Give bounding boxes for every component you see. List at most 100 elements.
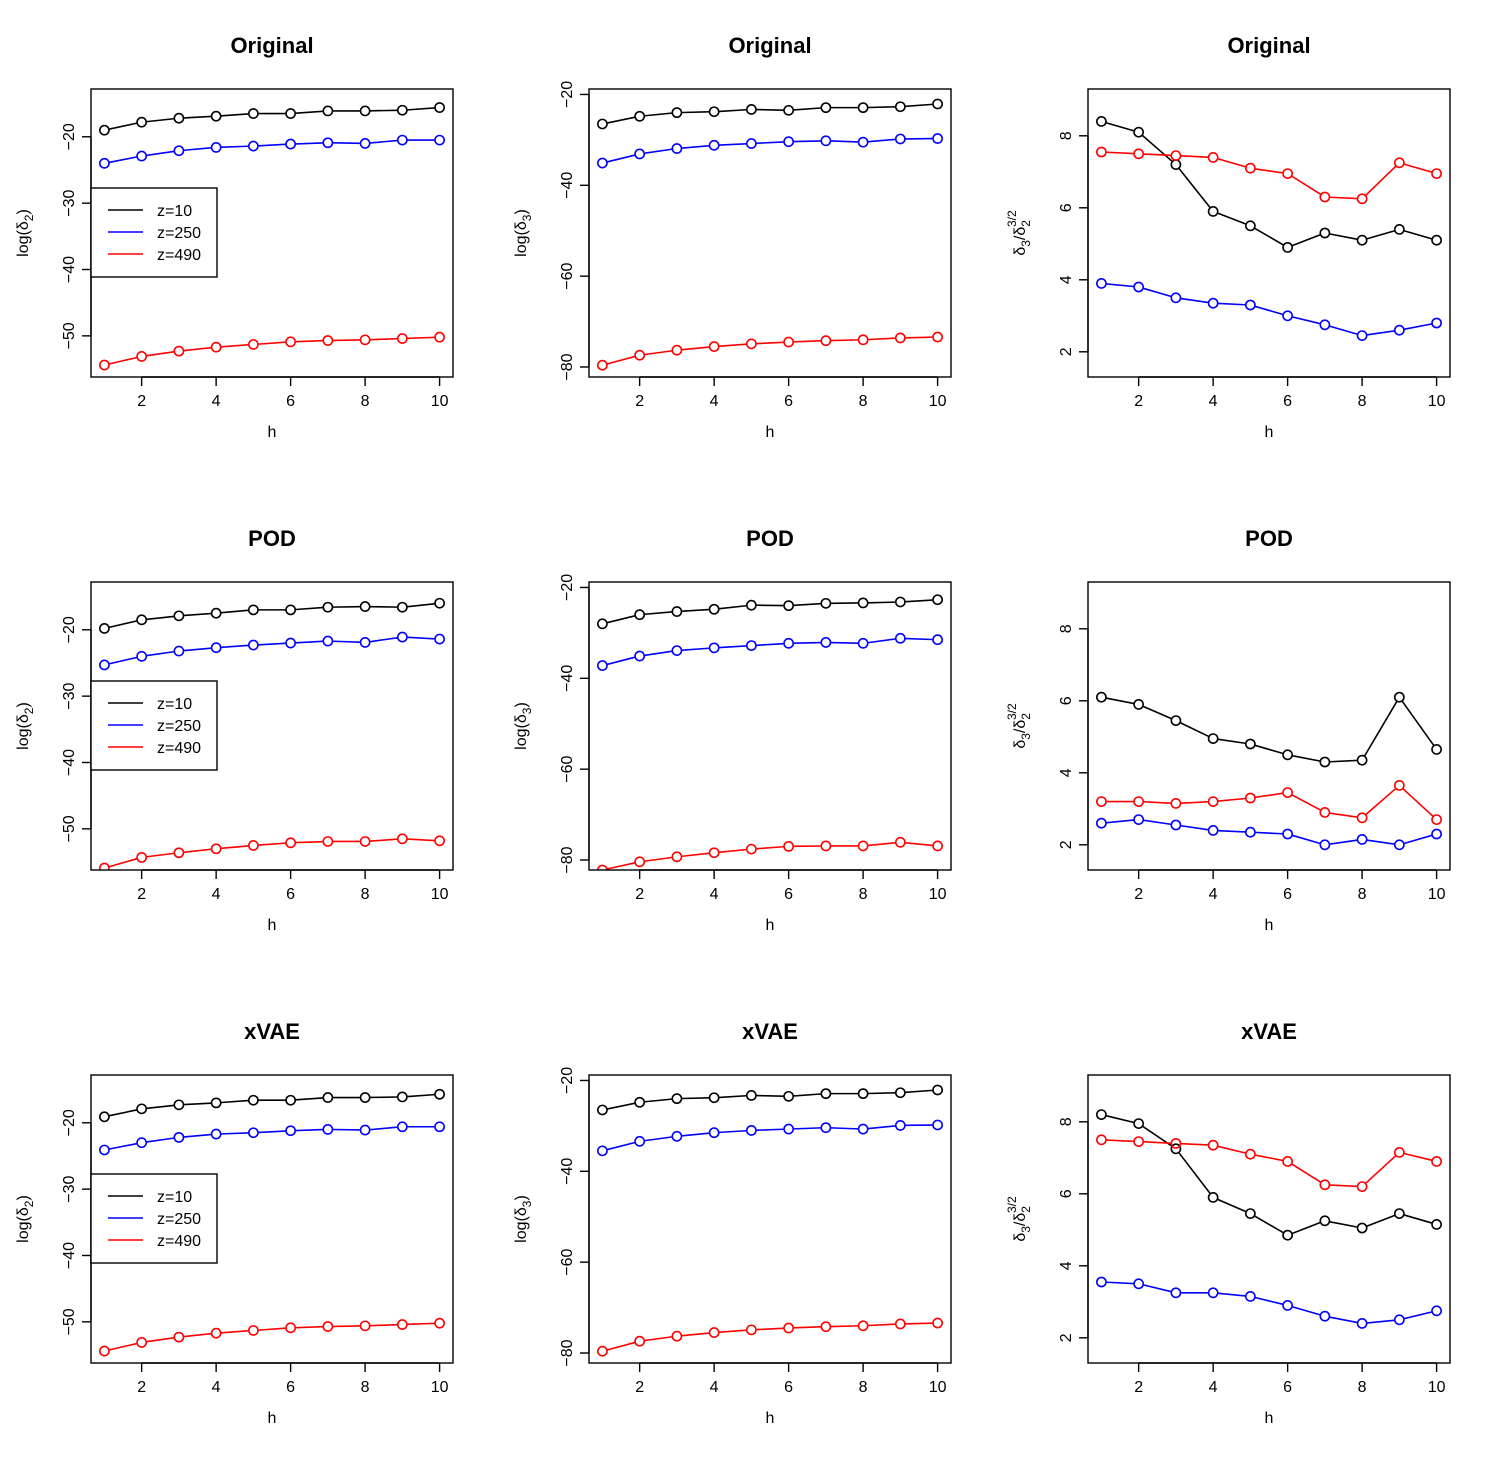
data-point <box>1393 157 1405 169</box>
data-point <box>671 851 683 863</box>
plot-frame <box>588 88 952 378</box>
x-tick-label: 10 <box>431 1379 449 1396</box>
series-segment <box>1404 1214 1432 1224</box>
series-z-10 <box>99 102 445 136</box>
data-point <box>1207 825 1219 836</box>
x-axis-label: h <box>1265 917 1274 934</box>
chart-panel-8: xVAE 2 4 6 8 10 h −80 −60 −40 −20 log(δ3) <box>513 1019 952 1427</box>
series-segment <box>370 637 398 643</box>
data-point <box>671 606 683 617</box>
data-point <box>322 137 334 149</box>
series-segment <box>1404 834 1432 845</box>
series-segment <box>1106 819 1134 824</box>
data-point <box>894 1318 906 1330</box>
data-point <box>1282 168 1294 179</box>
data-point <box>99 659 110 671</box>
data-point <box>173 345 185 357</box>
data-point <box>247 604 259 616</box>
x-tick-label: 4 <box>710 1379 719 1396</box>
data-point <box>210 1097 222 1109</box>
data-point <box>136 116 148 128</box>
data-point <box>1393 691 1405 703</box>
data-point <box>1244 826 1256 838</box>
chart-title: POD <box>248 526 296 551</box>
series-segment <box>258 1327 286 1331</box>
data-point <box>1244 1148 1256 1160</box>
data-point <box>1319 807 1331 818</box>
chart-title: xVAE <box>244 1019 300 1044</box>
series-segment <box>1330 1184 1357 1188</box>
series-segment <box>905 637 933 641</box>
legend-entry: z=490 <box>157 740 201 757</box>
data-point <box>671 1130 683 1142</box>
x-tick-label: 2 <box>137 393 146 410</box>
x-axis: 2 4 6 8 10 <box>1134 869 1446 903</box>
x-axis-label: h <box>1265 424 1274 441</box>
series-segment <box>1178 1152 1211 1194</box>
data-point <box>1356 330 1368 341</box>
series-segment <box>682 111 709 114</box>
y-tick-label: −20 <box>559 81 576 108</box>
series-segment <box>221 1132 249 1135</box>
series-segment <box>1180 824 1209 831</box>
x-tick-label: 10 <box>431 886 449 903</box>
y-tick-label: 2 <box>1058 1333 1075 1342</box>
x-tick-label: 10 <box>929 886 947 903</box>
series-segment <box>868 337 896 341</box>
series-segment <box>681 1332 710 1337</box>
data-point <box>396 104 408 116</box>
data-point <box>1244 738 1256 750</box>
data-point <box>1282 828 1294 840</box>
data-point <box>820 840 832 852</box>
data-point <box>136 650 148 662</box>
series-segment <box>1218 738 1246 745</box>
data-point <box>136 1103 148 1115</box>
data-point <box>396 1121 408 1133</box>
series-segment <box>1143 153 1171 157</box>
y-tick-label: −60 <box>559 262 576 289</box>
data-point <box>247 140 259 152</box>
data-point <box>932 331 943 343</box>
series-segment <box>1402 788 1434 817</box>
series-segment <box>1404 230 1432 240</box>
series-segment <box>868 106 896 109</box>
data-point <box>1319 191 1331 203</box>
x-axis: 2 4 6 8 10 <box>137 376 449 410</box>
series-segment <box>719 604 747 610</box>
data-point <box>1133 1118 1145 1129</box>
series-segment <box>607 355 635 365</box>
series-segment <box>793 1093 821 1097</box>
series-segment <box>1106 283 1134 288</box>
data-point <box>136 614 148 626</box>
legend: z=10 z=250 z=490 <box>90 1173 218 1264</box>
data-point <box>708 1092 720 1104</box>
series-segment <box>258 842 286 846</box>
data-point <box>359 836 371 847</box>
data-point <box>745 138 757 149</box>
series-segment <box>1181 801 1208 804</box>
x-axis: 2 4 6 8 10 <box>137 1362 449 1396</box>
data-point <box>634 609 646 621</box>
data-point <box>99 1111 110 1123</box>
data-point <box>1207 297 1219 309</box>
series-z-490 <box>99 1317 445 1357</box>
series-segment <box>1292 234 1321 247</box>
data-point <box>1431 1219 1442 1230</box>
series-segment <box>793 1326 821 1329</box>
series-z-10 <box>99 597 445 634</box>
y-tick-label: −60 <box>559 1248 576 1275</box>
series-segment <box>1330 759 1357 763</box>
data-point <box>285 837 297 849</box>
data-point <box>99 862 110 870</box>
series-segment <box>644 1136 672 1142</box>
series-segment <box>295 339 323 343</box>
legend-entry: z=10 <box>157 203 192 220</box>
data-point <box>322 1321 334 1332</box>
data-point <box>857 136 869 148</box>
data-point <box>1431 1305 1442 1317</box>
legend-entry: z=250 <box>157 1211 201 1228</box>
y-tick-label: −40 <box>61 749 78 776</box>
data-point <box>597 618 608 630</box>
series-segment <box>295 110 323 114</box>
series-segment <box>607 656 635 666</box>
